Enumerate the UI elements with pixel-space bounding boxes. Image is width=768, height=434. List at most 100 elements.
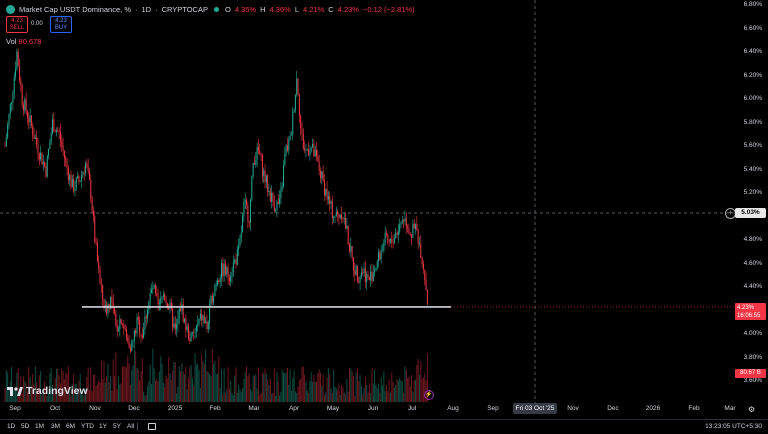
candle-body <box>388 241 390 243</box>
candle-body <box>78 176 80 182</box>
volume-bar <box>82 395 84 402</box>
candle-body <box>50 133 52 143</box>
candle-body <box>318 161 320 171</box>
volume-bar <box>325 392 327 402</box>
volume-bar <box>288 385 290 402</box>
volume-bar <box>230 380 232 402</box>
sell-button[interactable]: 4.23 SELL <box>6 16 28 33</box>
candle-body <box>380 250 382 260</box>
volume-bar <box>279 395 281 402</box>
symbol-title[interactable]: Market Cap USDT Dominance, % <box>19 4 131 14</box>
candle-body <box>248 220 250 223</box>
gear-icon[interactable]: ⚙ <box>748 405 756 414</box>
volume-bar <box>156 378 158 402</box>
volume-bar <box>244 371 246 402</box>
candle-body <box>289 135 291 140</box>
buy-label: BUY <box>54 25 68 31</box>
volume-bar <box>71 384 73 402</box>
candle-body <box>20 79 22 86</box>
volume-bar <box>75 383 77 402</box>
candle-body <box>11 102 13 105</box>
candle-body <box>100 283 102 286</box>
candle-body <box>140 334 142 336</box>
volume-bar <box>161 363 163 402</box>
timeframe-button-3m[interactable]: 3M <box>51 423 61 430</box>
volume-bar <box>333 369 335 402</box>
candle-body <box>280 189 282 199</box>
candle-body <box>247 205 249 221</box>
timeframe-button-6m[interactable]: 6M <box>66 423 76 430</box>
timeframe-button-ytd[interactable]: YTD <box>81 423 94 430</box>
last-volume-label: 80.67 B <box>735 369 766 378</box>
candle-body <box>125 329 127 338</box>
volume-bar <box>256 388 258 402</box>
volume-bar <box>137 369 139 402</box>
candle-body <box>222 263 224 277</box>
volume-bar <box>149 364 151 402</box>
volume-bar <box>321 385 323 402</box>
candle-body <box>201 313 203 321</box>
volume-bar <box>408 376 410 402</box>
candle-body <box>252 162 254 176</box>
flash-icon[interactable]: ⚡ <box>424 390 434 400</box>
volume-bar <box>219 387 221 402</box>
candle-body <box>111 297 113 303</box>
candle-body <box>293 110 295 112</box>
candle-body <box>279 198 281 204</box>
candle-body <box>70 174 72 188</box>
candle-body <box>177 318 179 325</box>
candle-body <box>242 215 244 233</box>
candle-body <box>253 162 255 165</box>
candle-body <box>92 210 94 216</box>
candle-body <box>116 325 118 332</box>
candle-body <box>32 125 34 136</box>
volume-bar <box>74 384 76 402</box>
timeframe-button-1y[interactable]: 1Y <box>99 423 107 430</box>
candle-body <box>151 289 153 294</box>
volume-bar <box>360 385 362 402</box>
candle-body <box>352 257 354 271</box>
price-tick-label: 6.00% <box>743 95 762 102</box>
timeframe-button-1d[interactable]: 1D <box>7 423 16 430</box>
candle-body <box>55 130 57 133</box>
candle-body <box>71 179 73 188</box>
volume-bar <box>81 392 83 402</box>
calendar-icon[interactable] <box>148 423 156 430</box>
timeframe-button-5y[interactable]: 5Y <box>113 423 121 430</box>
candle-body <box>296 78 298 95</box>
candle-body <box>178 308 180 319</box>
timeframe-button-5d[interactable]: 5D <box>21 423 30 430</box>
candle-body <box>227 267 229 278</box>
price-tick-label: 4.40% <box>743 283 762 290</box>
timeframe-button-1m[interactable]: 1M <box>35 423 45 430</box>
candle-body <box>48 149 50 156</box>
time-tick-label: Jun <box>367 405 379 412</box>
volume-bar <box>250 388 252 402</box>
tradingview-logo[interactable]: TradingView <box>7 385 88 397</box>
time-tick-label: Aug <box>447 405 459 412</box>
volume-bar <box>79 373 81 402</box>
candle-body <box>63 150 65 159</box>
volume-bar <box>194 353 196 402</box>
buy-button[interactable]: 4.23 BUY <box>50 16 72 33</box>
candle-body <box>326 189 328 200</box>
timeframe-button-all[interactable]: All <box>127 423 135 430</box>
candle-body <box>94 215 96 243</box>
candle-body <box>115 313 117 326</box>
candle-body <box>259 150 261 155</box>
volume-bar <box>111 390 113 402</box>
volume-legend[interactable]: Vol 80.678 <box>6 37 41 46</box>
candle-body <box>371 271 373 282</box>
interval[interactable]: 1D <box>141 4 152 14</box>
price-tick-label: 4.00% <box>743 330 762 337</box>
volume-bar <box>220 368 222 402</box>
volume-bar <box>45 387 47 402</box>
volume-bar <box>172 370 174 402</box>
volume-bar <box>417 358 419 402</box>
volume-bar <box>158 371 160 402</box>
clock[interactable]: 13:23:05 UTC+5:30 <box>705 423 762 430</box>
candle-body <box>160 297 162 304</box>
volume-bar <box>28 366 30 402</box>
volume-bar <box>335 388 337 402</box>
